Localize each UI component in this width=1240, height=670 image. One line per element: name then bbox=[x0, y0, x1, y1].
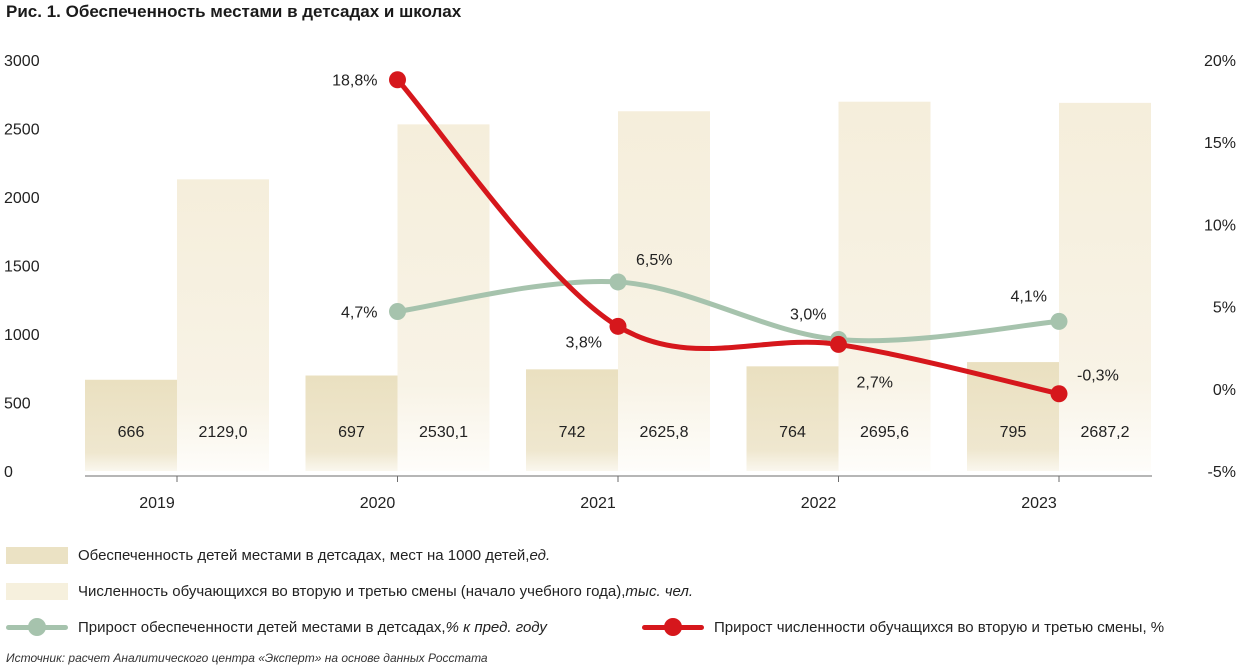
y-right-tick-label-20%: 20% bbox=[1204, 53, 1236, 70]
data-label-school-growth-2020: 18,8% bbox=[332, 73, 377, 90]
legend-label-kindergarten-growth: Прирост обеспеченности детей местами в д… bbox=[78, 618, 446, 636]
x-tick-label-2021: 2021 bbox=[580, 495, 616, 512]
point-school-growth-2020 bbox=[389, 71, 406, 89]
legend-unit-kindergarten-growth: % к пред. году bbox=[445, 618, 547, 636]
legend-unit-kindergarten: ед. bbox=[529, 546, 551, 564]
data-label-school-shifts-2023: 2687,2 bbox=[1081, 424, 1130, 441]
y-left-tick-label-1000: 1000 bbox=[4, 327, 40, 344]
bar-kindergarten-2022 bbox=[746, 366, 839, 471]
legend-line-kindergarten-growth bbox=[6, 617, 68, 637]
data-label-school-growth-2022: 2,7% bbox=[857, 374, 893, 391]
chart-source: Источник: расчет Аналитического центра «… bbox=[6, 651, 488, 665]
data-label-kindergarten-growth-2020: 4,7% bbox=[341, 305, 377, 322]
bar-kindergarten-2021 bbox=[526, 369, 618, 471]
bar-kindergarten-2023 bbox=[967, 362, 1059, 471]
legend-label-school-shifts: Численность обучающихся во вторую и трет… bbox=[78, 582, 626, 600]
y-left-tick-label-3000: 3000 bbox=[4, 53, 40, 70]
line-school-growth bbox=[395, 77, 1062, 397]
bar-kindergarten-2019 bbox=[85, 379, 177, 471]
y-right-tick-label-0%: 0% bbox=[1213, 382, 1236, 399]
data-label-school-growth-2023: -0,3% bbox=[1077, 368, 1119, 385]
data-label-school-growth-2021: 3,8% bbox=[566, 334, 602, 351]
legend-line-school-growth bbox=[642, 617, 704, 637]
legend-swatch-school-shifts bbox=[6, 582, 68, 600]
point-school-growth-2023 bbox=[1050, 385, 1068, 403]
x-tick-label-2019: 2019 bbox=[139, 495, 175, 512]
y-right-tick-label-15%: 15% bbox=[1204, 135, 1236, 152]
y-left-tick-label-2000: 2000 bbox=[4, 190, 40, 207]
data-label-kindergarten-2021: 742 bbox=[559, 424, 586, 441]
point-kindergarten-growth-2023 bbox=[1050, 312, 1068, 330]
bar-kindergarten-2020 bbox=[305, 375, 398, 471]
point-kindergarten-growth-2020 bbox=[389, 303, 406, 321]
x-tick-label-2022: 2022 bbox=[801, 495, 837, 512]
y-right-tick-label--5%: -5% bbox=[1208, 464, 1236, 481]
legend-unit-school-shifts: тыс. чел. bbox=[625, 582, 694, 600]
y-right-tick-label-10%: 10% bbox=[1204, 217, 1236, 234]
data-label-kindergarten-growth-2023: 4,1% bbox=[1011, 288, 1047, 305]
data-label-kindergarten-2020: 697 bbox=[338, 424, 365, 441]
data-label-kindergarten-growth-2022: 3,0% bbox=[790, 306, 826, 323]
point-school-growth-2021 bbox=[609, 317, 627, 335]
data-label-kindergarten-growth-2021: 6,5% bbox=[636, 252, 672, 269]
legend-label-school-growth: Прирост численности обучащихся во вторую… bbox=[714, 618, 1165, 636]
x-tick-label-2023: 2023 bbox=[1021, 495, 1057, 512]
data-label-school-shifts-2019: 2129,0 bbox=[199, 424, 248, 441]
y-left-tick-label-1500: 1500 bbox=[4, 259, 40, 276]
point-kindergarten-growth-2021 bbox=[609, 273, 627, 291]
point-school-growth-2022 bbox=[830, 335, 847, 353]
x-tick-label-2020: 2020 bbox=[360, 495, 396, 512]
data-label-kindergarten-2022: 764 bbox=[779, 424, 806, 441]
legend-item-kindergarten: Обеспеченность детей местами в детсадах,… bbox=[6, 545, 550, 565]
legend-item-kindergarten-growth: Прирост обеспеченности детей местами в д… bbox=[6, 617, 547, 637]
legend-swatch-kindergarten bbox=[6, 546, 68, 564]
legend-label-kindergarten: Обеспеченность детей местами в детсадах,… bbox=[78, 546, 530, 564]
legend-item-school-growth: Прирост численности обучащихся во вторую… bbox=[642, 617, 1164, 637]
bar-school-shifts-2019 bbox=[177, 179, 269, 471]
y-left-tick-label-2500: 2500 bbox=[4, 122, 40, 139]
line-kindergarten-growth bbox=[395, 278, 1062, 344]
y-left-tick-label-500: 500 bbox=[4, 396, 31, 413]
data-label-school-shifts-2020: 2530,1 bbox=[419, 424, 468, 441]
bar-school-shifts-2022 bbox=[838, 101, 931, 472]
y-right-tick-label-5%: 5% bbox=[1213, 300, 1236, 317]
chart-title: Рис. 1. Обеспеченность местами в детсада… bbox=[6, 2, 462, 21]
data-label-kindergarten-2023: 795 bbox=[1000, 424, 1027, 441]
data-label-school-shifts-2021: 2625,8 bbox=[640, 424, 689, 441]
chart-plot: 2019 2020 2021 2022 2023 0 500 1000 1500 2000 2500… bbox=[4, 53, 1236, 512]
y-left-tick-label-0: 0 bbox=[4, 464, 13, 481]
bar-school-shifts-2023 bbox=[1059, 102, 1151, 471]
data-label-kindergarten-2019: 666 bbox=[118, 424, 145, 441]
data-label-school-shifts-2022: 2695,6 bbox=[860, 424, 909, 441]
legend-item-school-shifts: Численность обучающихся во вторую и трет… bbox=[6, 581, 693, 601]
